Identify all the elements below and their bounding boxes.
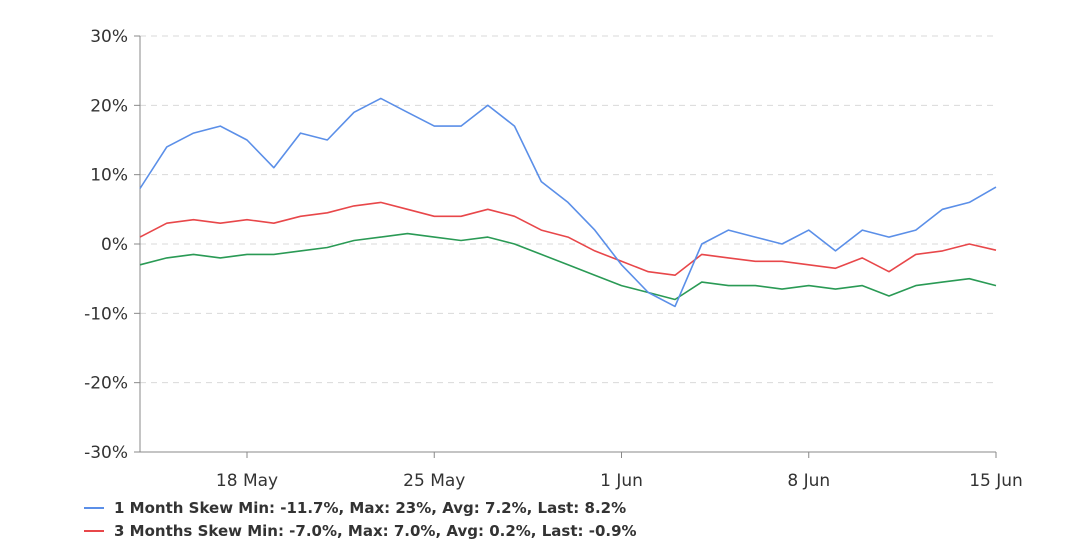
y-tick-label: -30%	[84, 443, 128, 463]
legend: 1 Month Skew Min: -11.7%, Max: 23%, Avg:…	[84, 499, 637, 540]
x-tick-label: 15 Jun	[969, 471, 1023, 491]
grid	[140, 35, 996, 384]
x-tick-label: 8 Jun	[787, 471, 830, 491]
axes: 30% 20% 10% 0% -10% -20% -30% 18 May 25 May 1 Jun…	[84, 27, 1023, 491]
y-tick-label: 10%	[90, 166, 128, 186]
x-tick-label: 1 Jun	[600, 471, 643, 491]
series-1-month-skew-line	[139, 97, 997, 308]
y-tick-label: -20%	[84, 374, 128, 394]
series-3-months-skew-line	[139, 201, 997, 277]
series-green-line	[139, 232, 997, 301]
y-tick-label: 0%	[101, 235, 128, 255]
legend-entry: 1 Month Skew Min: -11.7%, Max: 23%, Avg:…	[114, 499, 626, 517]
legend-entry: 3 Months Skew Min: -7.0%, Max: 7.0%, Avg…	[114, 522, 637, 540]
x-tick-label: 25 May	[403, 471, 465, 491]
x-tick-label: 18 May	[216, 471, 278, 491]
y-tick-label: 20%	[90, 96, 128, 116]
y-tick-label: -10%	[84, 304, 128, 324]
y-tick-label: 30%	[90, 27, 128, 47]
series-lines	[139, 97, 997, 308]
